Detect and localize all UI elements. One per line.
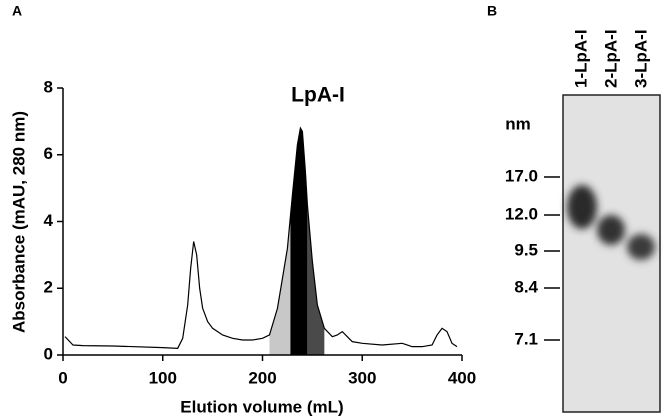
y-tick-label: 2	[44, 278, 53, 297]
y-tick-label: 8	[44, 77, 53, 96]
unit-label: nm	[505, 114, 531, 133]
y-axis-title: Absorbance (mAU, 280 nm)	[9, 111, 28, 333]
x-tick-label: 0	[58, 368, 67, 387]
panel-label: B	[487, 3, 497, 19]
lane-label: 3-LpA-I	[631, 29, 650, 88]
y-tick-label: 0	[44, 344, 53, 363]
x-tick-label: 200	[248, 368, 276, 387]
lane-label: 1-LpA-I	[571, 29, 590, 88]
peak-annotation: LpA-I	[291, 84, 345, 107]
shaded-region	[290, 128, 308, 355]
elution-curve	[64, 126, 458, 349]
x-tick-label: 400	[448, 368, 476, 387]
x-axis-title: Elution volume (mL)	[180, 397, 343, 416]
marker-label: 12.0	[505, 204, 538, 223]
marker-label: 7.1	[514, 329, 538, 348]
shaded-region	[307, 204, 325, 355]
y-tick-label: 4	[44, 211, 54, 230]
x-tick-label: 300	[348, 368, 376, 387]
panel-label: A	[12, 3, 22, 19]
x-tick-label: 100	[149, 368, 177, 387]
shaded-region	[269, 216, 291, 355]
marker-label: 9.5	[514, 240, 538, 259]
marker-label: 17.0	[505, 166, 538, 185]
gel-bands	[567, 185, 655, 260]
y-tick-label: 6	[44, 144, 53, 163]
marker-label: 8.4	[514, 277, 538, 296]
lane-label: 2-LpA-I	[601, 29, 620, 88]
